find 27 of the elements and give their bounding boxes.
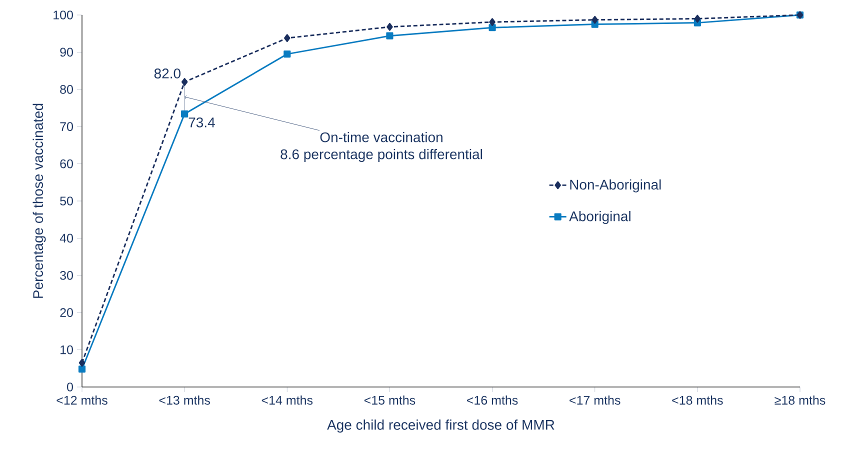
annotation: On-time vaccination <box>320 132 442 142</box>
x-tick-label: <14 mths <box>262 396 313 405</box>
x-tick-label: <17 mths <box>570 396 620 405</box>
annotation: 73.4 <box>188 117 215 128</box>
y-tick-label: 90 <box>60 48 73 57</box>
annotation: 8.6 percentage points differential <box>280 148 482 162</box>
y-tick-label: 50 <box>60 196 73 206</box>
y-tick-label: 80 <box>60 84 73 94</box>
x-tick-label: ≥18 mths <box>774 396 826 405</box>
annotation: 82.0 <box>154 68 180 78</box>
legend-label: Aboriginal <box>569 210 630 224</box>
y-tick-label: 10 <box>60 345 73 354</box>
legend-label: Non-Aboriginal <box>570 179 661 192</box>
y-tick-label: 30 <box>60 270 73 280</box>
x-tick-label: <15 mths <box>364 396 416 405</box>
x-tick-label: <13 mths <box>159 396 210 405</box>
y-tick-label: 40 <box>60 234 73 243</box>
x-tick-label: <18 mths <box>672 396 723 405</box>
x-axis-title: Age child received first dose of MMR <box>327 420 554 433</box>
x-tick-label: <16 mths <box>467 396 518 405</box>
y-tick-label: 70 <box>60 122 73 132</box>
y-tick-label: 100 <box>54 10 73 20</box>
y-tick-label: 20 <box>60 308 73 318</box>
y-tick-label: 60 <box>60 159 73 168</box>
y-axis-title: Percentage of those vaccinated <box>32 104 46 298</box>
y-tick-label: 0 <box>67 382 73 392</box>
x-tick-label: <12 mths <box>56 396 108 405</box>
